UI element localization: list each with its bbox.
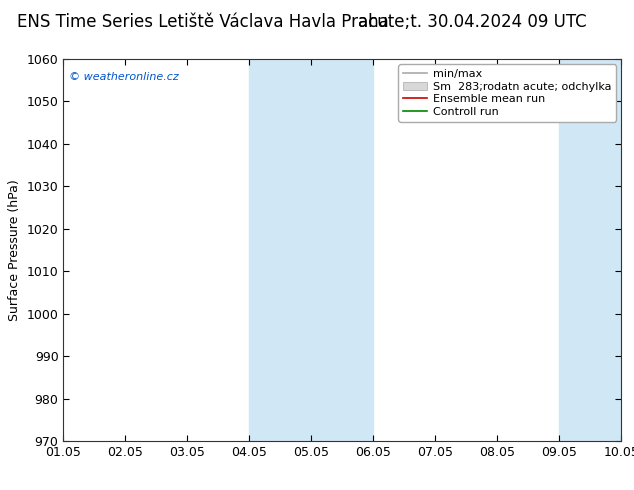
Y-axis label: Surface Pressure (hPa): Surface Pressure (hPa) bbox=[8, 179, 21, 321]
Bar bbox=[559, 59, 621, 441]
Legend: min/max, Sm  283;rodatn acute; odchylka, Ensemble mean run, Controll run: min/max, Sm 283;rodatn acute; odchylka, … bbox=[398, 64, 616, 122]
Text: acute;t. 30.04.2024 09 UTC: acute;t. 30.04.2024 09 UTC bbox=[358, 13, 586, 31]
Text: ENS Time Series Letiště Václava Havla Praha: ENS Time Series Letiště Václava Havla Pr… bbox=[17, 13, 389, 31]
Text: © weatheronline.cz: © weatheronline.cz bbox=[69, 72, 179, 82]
Bar bbox=[249, 59, 373, 441]
